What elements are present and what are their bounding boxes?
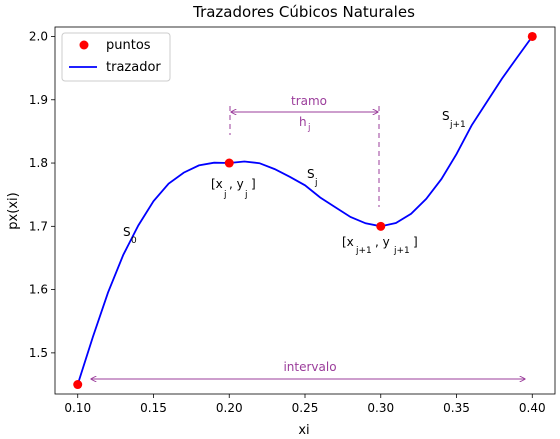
- data-point: [376, 221, 386, 231]
- svg-text:]: ]: [413, 235, 418, 249]
- y-tick-label: 1.6: [29, 283, 48, 297]
- svg-text:S: S: [442, 109, 450, 123]
- annotation-s0: S 0: [123, 225, 137, 246]
- svg-text:[x: [x: [211, 177, 223, 191]
- tramo-bracket: tramo h j: [229, 94, 380, 207]
- tramo-label: tramo: [291, 94, 327, 108]
- svg-text:j: j: [244, 190, 248, 200]
- data-point: [527, 31, 537, 41]
- intervalo-bracket: intervalo: [91, 360, 525, 379]
- x-tick-label: 0.40: [519, 401, 546, 415]
- annotation-point-j: [x j , y j ]: [211, 177, 256, 200]
- x-tick-label: 0.35: [443, 401, 470, 415]
- y-tick-label: 1.7: [29, 219, 48, 233]
- svg-text:, y: , y: [375, 235, 390, 249]
- annotation-sj: S j: [307, 167, 318, 188]
- x-tick-label: 0.20: [216, 401, 243, 415]
- svg-text:j+1: j+1: [355, 246, 372, 256]
- x-axis-label: xi: [298, 423, 309, 438]
- legend-marker-puntos: [79, 40, 89, 50]
- y-tick-label: 1.8: [29, 156, 48, 170]
- svg-text:j: j: [314, 178, 318, 188]
- data-point: [224, 158, 234, 168]
- axes-frame: [54, 26, 556, 395]
- svg-text:S: S: [123, 225, 131, 239]
- y-axis-label: px(xi): [6, 192, 21, 229]
- svg-text:0: 0: [131, 236, 137, 246]
- svg-text:S: S: [307, 167, 315, 181]
- data-point: [73, 380, 83, 390]
- hj-label: h: [299, 115, 307, 129]
- x-tick-label: 0.15: [140, 401, 167, 415]
- legend-label-trazador: trazador: [106, 60, 161, 75]
- svg-text:]: ]: [251, 177, 256, 191]
- legend: puntos trazador: [61, 32, 171, 82]
- y-tick-label: 1.9: [29, 93, 48, 107]
- svg-text:[x: [x: [342, 235, 354, 249]
- hj-sub: j: [307, 123, 311, 133]
- x-tick-label: 0.25: [292, 401, 319, 415]
- svg-text:j+1: j+1: [393, 246, 410, 256]
- svg-text:, y: , y: [229, 177, 244, 191]
- annotation-sj1: S j+1: [442, 109, 466, 130]
- y-tick-label: 2.0: [29, 29, 48, 43]
- x-tick-label: 0.10: [64, 401, 91, 415]
- series-line-trazador: [76, 35, 534, 385]
- svg-text:j: j: [223, 190, 227, 200]
- plot-area: [73, 31, 537, 390]
- svg-text:j+1: j+1: [449, 120, 466, 130]
- legend-label-puntos: puntos: [106, 38, 151, 53]
- annotation-point-j1: [x j+1 , y j+1 ]: [342, 235, 418, 256]
- y-tick-label: 1.5: [29, 346, 48, 360]
- x-tick-label: 0.30: [367, 401, 394, 415]
- axis-ticks: 0.10 0.15 0.20 0.25 0.30 0.35 0.40 1.5 1.6 1.7 1.8…: [29, 29, 546, 415]
- chart-title: Trazadores Cúbicos Naturales: [192, 3, 415, 21]
- intervalo-label: intervalo: [283, 360, 336, 374]
